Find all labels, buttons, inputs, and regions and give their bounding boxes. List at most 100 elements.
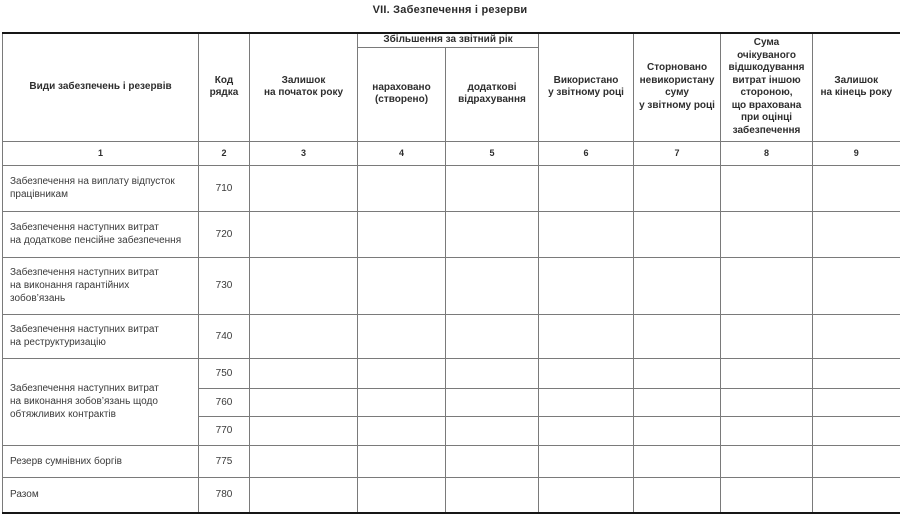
empty-data-cell: [720, 210, 814, 258]
header-col-closing-balance: Залишок на кінець року: [812, 32, 900, 142]
empty-data-cell: [720, 313, 814, 359]
empty-data-cell: [444, 415, 540, 446]
empty-data-cell: [357, 210, 446, 258]
table-row-740: Забезпечення наступних витрат на реструк…: [2, 313, 900, 359]
empty-data-cell: [357, 415, 446, 446]
column-number-8: 8: [720, 140, 814, 166]
row-code-cell: 710: [198, 164, 250, 212]
empty-data-cell: [633, 357, 722, 389]
empty-data-cell: [538, 313, 635, 359]
empty-data-cell: [357, 357, 446, 389]
empty-data-cell: [357, 476, 446, 514]
empty-data-cell: [538, 256, 635, 315]
column-number-6: 6: [538, 140, 635, 166]
empty-data-cell: [538, 164, 635, 212]
empty-data-cell: [249, 164, 358, 212]
empty-data-cell: [633, 164, 722, 212]
empty-data-cell: [444, 476, 540, 514]
table-row-720: Забезпечення наступних витрат на додатко…: [2, 210, 900, 258]
empty-data-cell: [720, 415, 814, 446]
row-label-cell: Забезпечення наступних витрат на додатко…: [2, 210, 199, 258]
column-number-4: 4: [357, 140, 446, 166]
empty-data-cell: [444, 444, 540, 478]
header-col-reversed: Сторновано невикористану суму у звітному…: [633, 32, 722, 142]
empty-data-cell: [812, 387, 900, 417]
row-label-cell: Забезпечення наступних витрат на реструк…: [2, 313, 199, 359]
empty-data-cell: [720, 357, 814, 389]
empty-data-cell: [444, 387, 540, 417]
empty-data-cell: [812, 210, 900, 258]
empty-data-cell: [249, 256, 358, 315]
empty-data-cell: [633, 415, 722, 446]
row-label-cell: Резерв сумнівних боргів: [2, 444, 199, 478]
row-label-cell-merged: Забезпечення наступних витрат на виконан…: [2, 357, 199, 446]
empty-data-cell: [538, 415, 635, 446]
column-number-7: 7: [633, 140, 722, 166]
table-row-710: Забезпечення на виплату відпусток праців…: [2, 164, 900, 212]
row-code-cell: 760: [198, 387, 250, 417]
empty-data-cell: [444, 256, 540, 315]
row-label-cell: Разом: [2, 476, 199, 514]
empty-data-cell: [357, 313, 446, 359]
empty-data-cell: [812, 313, 900, 359]
empty-data-cell: [444, 210, 540, 258]
table-row-760: 760: [3, 387, 900, 417]
empty-data-cell: [633, 256, 722, 315]
header-group-increase: Збільшення за звітний рік: [356, 32, 540, 48]
empty-data-cell: [249, 476, 358, 514]
row-code-cell: 775: [198, 444, 250, 478]
header-row-group: Види забезпечень і резервів Код рядка За…: [2, 32, 900, 142]
empty-data-cell: [538, 210, 635, 258]
empty-data-cell: [720, 164, 814, 212]
empty-data-cell: [812, 444, 900, 478]
empty-data-cell: [812, 164, 900, 212]
column-number-2: 2: [198, 140, 250, 166]
empty-data-cell: [357, 164, 446, 212]
empty-data-cell: [720, 444, 814, 478]
table-row-775: Резерв сумнівних боргів 775: [2, 444, 900, 478]
empty-data-cell: [249, 444, 358, 478]
row-code-cell: 770: [198, 415, 250, 446]
empty-data-cell: [812, 415, 900, 446]
empty-data-cell: [538, 476, 635, 514]
table-row-750: Забезпечення наступних витрат на виконан…: [2, 357, 900, 446]
table-row-730: Забезпечення наступних витрат на виконан…: [2, 256, 900, 315]
empty-data-cell: [249, 210, 358, 258]
empty-data-cell: [633, 476, 722, 514]
row-code-cell: 730: [198, 256, 250, 315]
header-col-used: Використано у звітному році: [538, 32, 635, 142]
header-col-code: Код рядка: [198, 32, 250, 142]
empty-data-cell: [444, 313, 540, 359]
header-row-sub: нараховано (створено) додаткові відрахув…: [3, 46, 900, 142]
table-row-780-total: Разом 780: [2, 476, 900, 514]
header-col-additional: додаткові відрахування: [444, 46, 540, 142]
row-code-cell: 750: [198, 357, 250, 389]
header-col-opening-balance: Залишок на початок року: [249, 32, 358, 142]
page-title: VII. Забезпечення і резерви: [372, 4, 528, 16]
column-number-9: 9: [812, 140, 900, 166]
empty-data-cell: [633, 444, 722, 478]
empty-data-cell: [357, 387, 446, 417]
row-code-cell: 780: [198, 476, 250, 514]
empty-data-cell: [444, 357, 540, 389]
empty-data-cell: [633, 387, 722, 417]
empty-data-cell: [249, 387, 358, 417]
empty-data-cell: [633, 210, 722, 258]
row-label-cell: Забезпечення наступних витрат на виконан…: [2, 256, 199, 315]
empty-data-cell: [249, 313, 358, 359]
empty-data-cell: [249, 415, 358, 446]
empty-data-cell: [357, 256, 446, 315]
empty-data-cell: [812, 476, 900, 514]
header-col-expected-reimbursement: Сума очікуваного відшкодування витрат ін…: [720, 32, 814, 142]
empty-data-cell: [538, 444, 635, 478]
row-label-cell: Забезпечення на виплату відпусток праців…: [2, 164, 199, 212]
empty-data-cell: [812, 357, 900, 389]
provisions-reserves-table: Види забезпечень і резервів Код рядка За…: [2, 32, 900, 514]
empty-data-cell: [538, 357, 635, 389]
empty-data-cell: [720, 387, 814, 417]
row-code-cell: 720: [198, 210, 250, 258]
column-number-3: 3: [249, 140, 358, 166]
header-col-types: Види забезпечень і резервів: [2, 32, 199, 142]
empty-data-cell: [444, 164, 540, 212]
header-col-accrued: нараховано (створено): [357, 46, 446, 142]
